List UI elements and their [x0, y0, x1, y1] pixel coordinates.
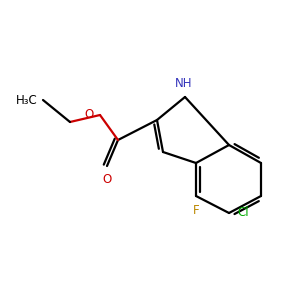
Text: NH: NH: [175, 77, 193, 90]
Text: O: O: [102, 173, 112, 186]
Text: H₃C: H₃C: [16, 94, 38, 106]
Text: F: F: [193, 204, 199, 217]
Text: Cl: Cl: [237, 206, 249, 220]
Text: O: O: [85, 109, 94, 122]
